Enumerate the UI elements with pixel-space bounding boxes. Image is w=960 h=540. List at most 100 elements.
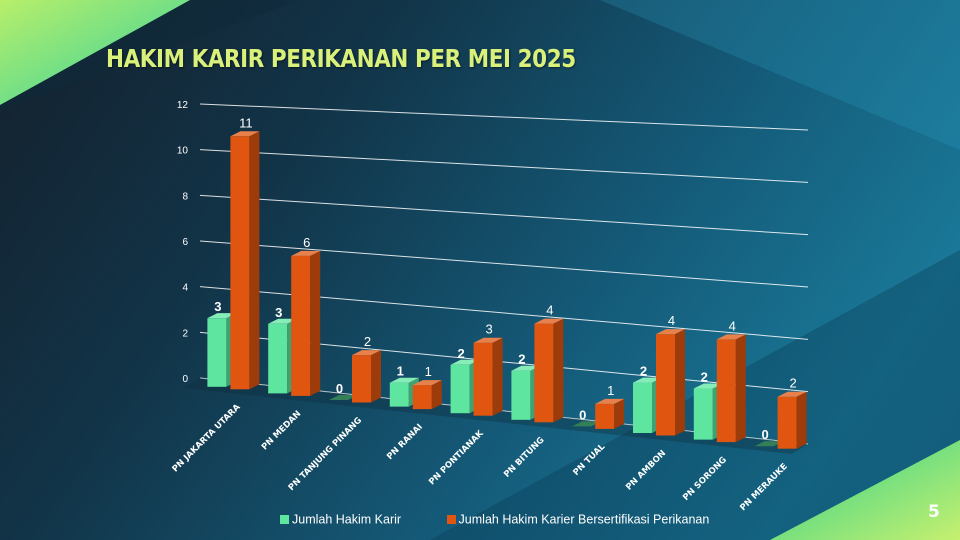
legend-item-sertifikasi: Jumlah Hakim Karier Bersertifikasi Perik… (446, 512, 710, 527)
bar-sertifikasi-3-side (431, 380, 442, 410)
legend-label-karir: Jumlah Hakim Karir (292, 512, 402, 527)
bar-sertifikasi-4-top (473, 337, 503, 343)
x-category-label: PN JAKARTA UTARA (171, 402, 243, 474)
bar-karir-2-flat (329, 395, 358, 401)
gridline-6 (199, 240, 809, 288)
bar-karir-9 (754, 441, 784, 447)
x-category-label: PN MEDAN (260, 409, 303, 452)
bar-sertifikasi-4-front (473, 342, 493, 416)
bar-sertifikasi-0-top (230, 131, 260, 137)
slide-title: HAKIM KARIR PERIKANAN PER MEI 2025 (106, 44, 576, 73)
bar-sertifikasi-7 (656, 329, 685, 436)
x-category-label: PN MERAUKE (738, 462, 790, 514)
legend-swatch-karir (280, 515, 289, 525)
bar-sertifikasi-4-side (492, 337, 503, 416)
bar-karir-3-top (389, 377, 419, 383)
bar-sertifikasi-6-side (614, 398, 625, 429)
bar-sertifikasi-7-side (675, 329, 685, 436)
data-label-karir: 3 (214, 299, 221, 314)
gridline-12 (199, 103, 809, 131)
bar-sertifikasi-9 (777, 391, 807, 449)
bar-karir-3-front (389, 382, 409, 407)
bar-karir-5-front (511, 370, 531, 420)
bar-sertifikasi-6 (595, 398, 625, 429)
bar-sertifikasi-8-front (716, 339, 736, 443)
data-label-karir: 0 (761, 427, 768, 442)
x-category-label: PN RANAI (385, 422, 425, 462)
bar-sertifikasi-5-front (534, 323, 554, 423)
y-tick-label: 12 (177, 100, 189, 111)
bar-sertifikasi-6-top (595, 398, 625, 404)
bar-sertifikasi-1-top (291, 250, 321, 256)
bar-sertifikasi-2-top (352, 350, 381, 356)
bar-karir-6 (572, 421, 602, 427)
data-label-karir: 3 (275, 305, 282, 320)
data-label-karir: 0 (579, 407, 586, 422)
bar-sertifikasi-8-top (716, 334, 746, 340)
bar-sertifikasi-2-front (352, 355, 371, 403)
bar-karir-0-top (207, 313, 237, 319)
bar-sertifikasi-7-front (656, 334, 675, 436)
x-category-label: PN PONTIANAK (427, 428, 486, 487)
bar-karir-9-flat (754, 441, 784, 447)
bar-sertifikasi-3 (412, 380, 442, 410)
data-label-sertifikasi: 1 (425, 364, 432, 379)
bar-karir-2 (329, 395, 358, 401)
y-tick-label: 8 (182, 191, 188, 202)
bar-sertifikasi-1-side (310, 250, 321, 396)
bar-karir-4-top (450, 359, 480, 365)
bar-sertifikasi-2-side (371, 350, 381, 403)
data-label-sertifikasi: 4 (668, 313, 675, 328)
top-left-accent-shape (0, 0, 190, 105)
bottom-right-accent-shape (770, 440, 960, 540)
data-label-karir: 2 (518, 352, 525, 367)
bar-karir-8-top (693, 383, 723, 389)
bar-sertifikasi-5-top (534, 318, 564, 324)
bar-karir-7-front (633, 382, 652, 434)
bar-sertifikasi-2 (352, 350, 381, 403)
gridline-8 (199, 194, 809, 236)
data-label-sertifikasi: 2 (789, 376, 796, 391)
legend-label-sertifikasi: Jumlah Hakim Karier Bersertifikasi Perik… (458, 512, 710, 527)
bar-sertifikasi-8 (716, 334, 746, 443)
light-stripe-shape (600, 0, 960, 150)
page-number: 5 (928, 502, 940, 522)
data-label-sertifikasi: 6 (303, 235, 310, 250)
y-tick-label: 6 (182, 237, 188, 248)
bar-sertifikasi-4 (473, 337, 503, 416)
data-label-sertifikasi: 4 (729, 318, 736, 333)
x-category-label: PN TANJUNG PINANG (287, 416, 364, 493)
bar-sertifikasi-9-top (777, 391, 807, 397)
x-category-label: PN SORONG (681, 455, 729, 503)
bar-sertifikasi-0-front (230, 136, 250, 390)
bar-karir-7-top (633, 377, 662, 383)
data-label-sertifikasi: 11 (239, 115, 253, 130)
x-category-label: PN AMBON (624, 449, 668, 493)
y-tick-label: 10 (177, 146, 189, 157)
bar-sertifikasi-9-front (777, 396, 797, 449)
bar-sertifikasi-7-top (656, 329, 685, 335)
chart-legend: Jumlah Hakim Karir Jumlah Hakim Karier B… (280, 512, 751, 527)
y-tick-label: 0 (182, 374, 188, 385)
bar-sertifikasi-0 (230, 131, 260, 390)
bar-sertifikasi-5-side (553, 318, 564, 423)
bar-karir-6-flat (572, 421, 602, 427)
legend-swatch-sertifikasi (446, 515, 456, 525)
bar-sertifikasi-8-side (735, 334, 746, 443)
bar-sertifikasi-1-front (291, 255, 311, 396)
data-label-karir: 2 (640, 364, 647, 379)
bar-karir-8-front (693, 388, 713, 440)
data-label-karir: 0 (336, 381, 343, 396)
bar-sertifikasi-1 (291, 250, 321, 396)
y-tick-label: 2 (182, 328, 188, 339)
bar-karir-4-front (450, 364, 470, 414)
x-category-label: PN TUAL (571, 442, 607, 478)
bar-karir-1-front (268, 323, 288, 394)
bar-sertifikasi-3-top (412, 380, 442, 386)
data-label-karir: 2 (701, 370, 708, 385)
bar-sertifikasi-9-side (796, 391, 807, 449)
bar-sertifikasi-5 (534, 318, 564, 423)
